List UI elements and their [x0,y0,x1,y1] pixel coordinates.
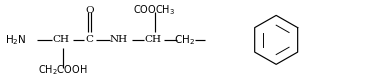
Text: C: C [86,35,93,44]
Text: $\mathsf{CH_2}$: $\mathsf{CH_2}$ [174,33,195,47]
Text: $\mathsf{CH_2COOH}$: $\mathsf{CH_2COOH}$ [38,63,88,77]
Text: CH: CH [53,35,70,44]
Text: $\mathsf{H_2N}$: $\mathsf{H_2N}$ [5,33,27,47]
Text: $\mathsf{COOCH_3}$: $\mathsf{COOCH_3}$ [133,4,175,17]
Text: O: O [85,6,94,15]
Text: CH: CH [144,35,162,44]
Text: NH: NH [109,35,127,44]
